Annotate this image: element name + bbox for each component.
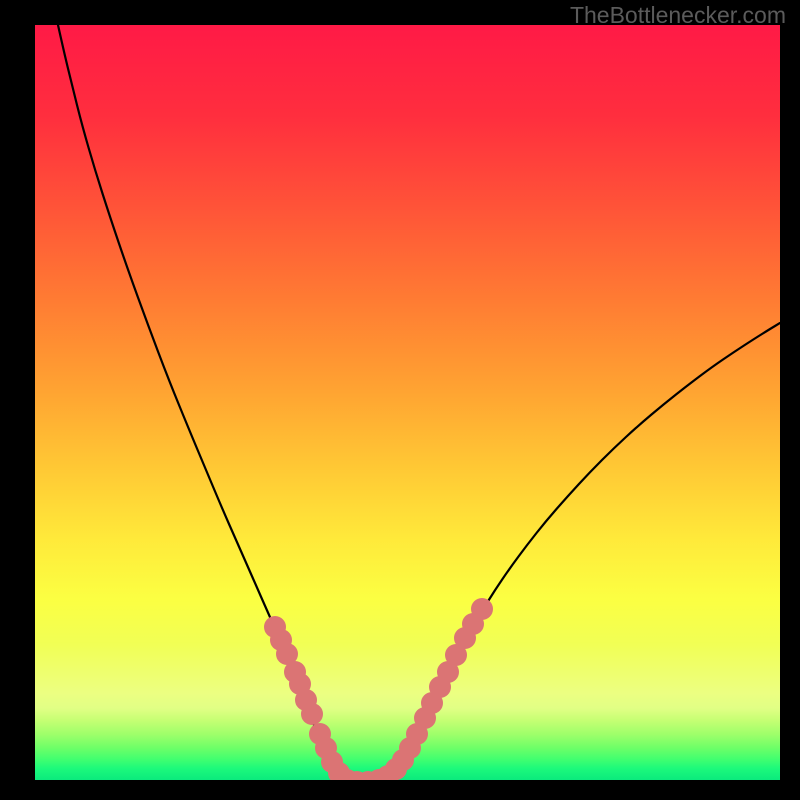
- cluster-dot: [471, 598, 493, 620]
- cluster-dot: [301, 703, 323, 725]
- outer-frame: TheBottlenecker.com: [0, 0, 800, 800]
- chart-svg: [35, 25, 780, 780]
- plot-area: [35, 25, 780, 780]
- gradient-background: [35, 25, 780, 780]
